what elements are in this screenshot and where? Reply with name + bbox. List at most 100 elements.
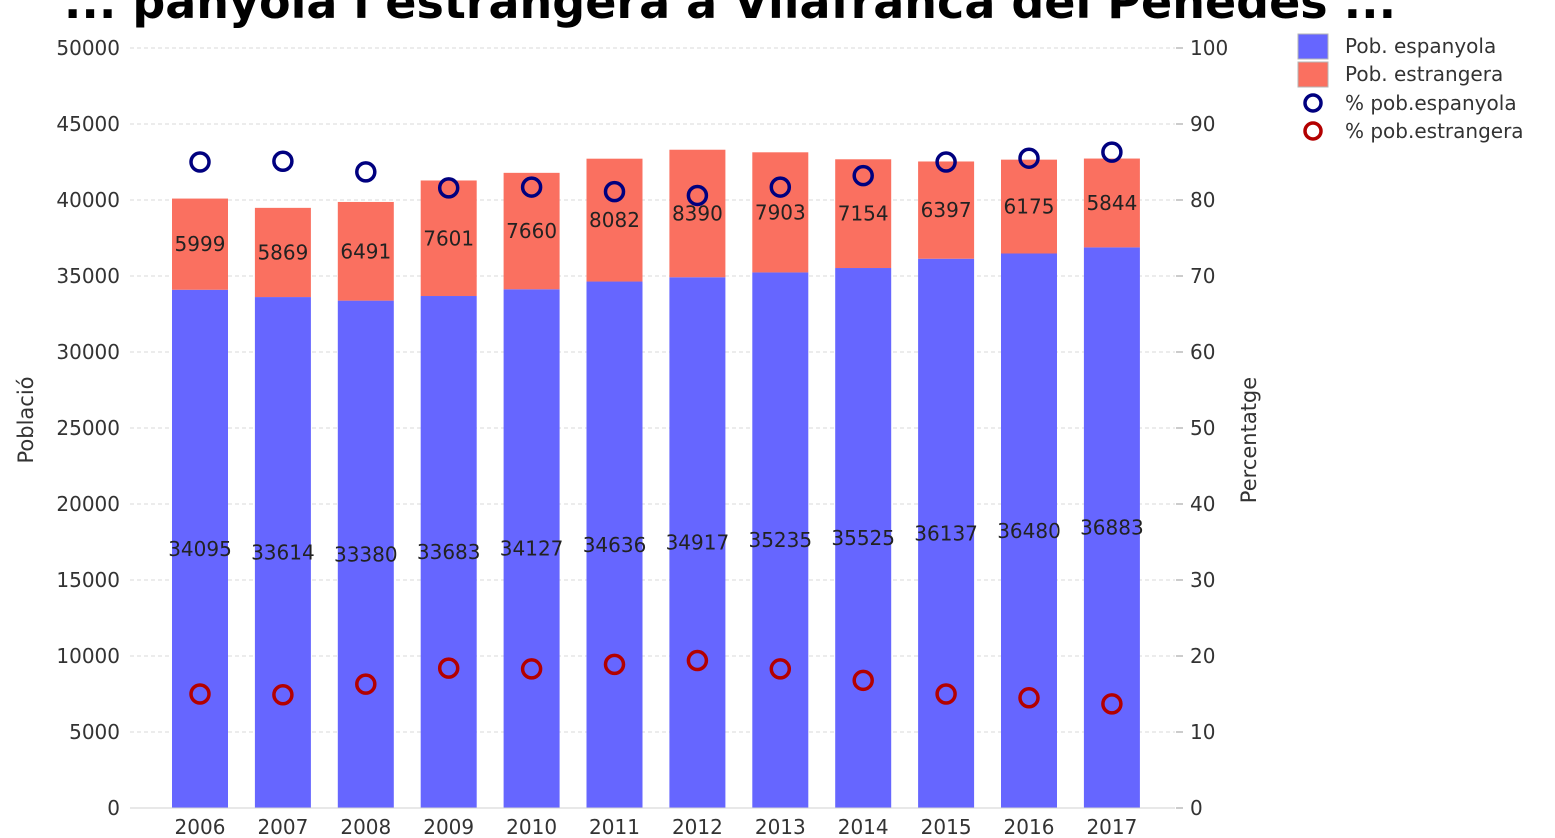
bar-pob-estrangera: [835, 159, 892, 269]
data-label-pob-espanyola: 33380: [334, 542, 398, 566]
point-pct-espanyola: [769, 176, 792, 198]
y-tick-label: 35000: [56, 264, 120, 288]
y-tick-label: 45000: [56, 112, 120, 136]
data-label-pob-estrangera: 5844: [1086, 191, 1137, 215]
point-pct-espanyola: [686, 184, 709, 207]
point-pct-estrangera: [1018, 687, 1040, 709]
data-label-pob-estrangera: 8082: [589, 208, 640, 232]
legend-marker: [1303, 93, 1323, 113]
data-label-pob-espanyola: 35525: [831, 526, 895, 550]
y-axis-right-title: Percentatge: [1237, 377, 1261, 503]
point-pct-estrangera: [769, 658, 792, 680]
point-pct-estrangera: [437, 657, 460, 679]
point-pct-espanyola: [272, 150, 294, 172]
y-right-tick-label: 80: [1190, 188, 1215, 212]
data-label-pob-espanyola: 34917: [666, 531, 730, 555]
legend-swatch: [1297, 61, 1329, 88]
bar-pob-espanyola: [172, 289, 228, 809]
point-pct-espanyola: [603, 180, 626, 203]
point-pct-espanyola: [189, 151, 211, 173]
data-labels: 34095 5999 33614 5869 33380 6491 33683 7601 3412…: [168, 191, 1144, 566]
y-right-tick-label: 100: [1190, 36, 1228, 60]
point-pct-estrangera: [852, 669, 874, 692]
data-label-pob-espanyola: 34095: [168, 537, 232, 561]
axes: Població Percentatge 0 5000 10000 15000 2000…: [14, 36, 1261, 838]
y-tick-label: 25000: [56, 416, 120, 440]
point-pct-espanyola: [935, 151, 957, 173]
y-right-tick-label: 0: [1190, 796, 1203, 820]
x-tick-label: 2012: [672, 815, 723, 838]
x-tick-label: 2006: [175, 815, 226, 838]
point-pct-espanyola: [852, 164, 874, 187]
x-tick-label: 2010: [506, 815, 557, 838]
bar-pob-espanyola: [337, 300, 394, 808]
bar-pob-espanyola: [586, 281, 643, 808]
point-pct-estrangera: [355, 673, 377, 695]
bar-pob-estrangera: [1083, 158, 1140, 248]
point-pct-espanyola: [520, 176, 543, 198]
bar-pob-estrangera: [586, 158, 643, 282]
point-pct-estrangera: [603, 653, 626, 676]
x-tick-label: 2011: [589, 815, 640, 838]
legend-marker: [1303, 121, 1323, 141]
bar-pob-estrangera: [669, 149, 726, 278]
legend-label: % pob.estrangera: [1345, 119, 1524, 143]
bar-pob-estrangera: [752, 152, 809, 273]
bar-pob-espanyola: [752, 272, 809, 809]
data-label-pob-estrangera: 7154: [838, 202, 889, 226]
point-pct-estrangera: [935, 683, 957, 705]
data-label-pob-estrangera: 5869: [257, 240, 308, 264]
y-tick-label: 40000: [56, 188, 120, 212]
y-right-tick-label: 40: [1190, 492, 1215, 516]
data-label-pob-espanyola: 36480: [997, 519, 1061, 543]
bar-pob-estrangera: [918, 161, 975, 259]
data-label-pob-estrangera: 5999: [175, 232, 226, 256]
data-label-pob-estrangera: 6491: [340, 239, 391, 263]
data-label-pob-estrangera: 7903: [755, 200, 806, 224]
x-tick-label: 2008: [340, 815, 391, 838]
legend-label: Pob. espanyola: [1345, 34, 1496, 58]
point-pct-estrangera: [686, 649, 709, 672]
point-pct-estrangera: [272, 684, 294, 706]
data-label-pob-espanyola: 35235: [748, 528, 812, 552]
point-pct-espanyola: [1101, 141, 1123, 163]
chart-title: ... panyola i estrangera a Vilafranca de…: [64, 0, 1396, 29]
y-right-tick-label: 70: [1190, 264, 1215, 288]
point-pct-estrangera: [189, 683, 211, 705]
data-label-pob-espanyola: 34636: [583, 533, 647, 557]
bar-pob-estrangera: [337, 201, 394, 301]
bar-pob-estrangera: [503, 172, 560, 290]
bars: [172, 149, 1140, 809]
data-label-pob-espanyola: 36137: [914, 521, 978, 545]
data-label-pob-espanyola: 36883: [1080, 516, 1144, 540]
y-tick-label: 15000: [56, 568, 120, 592]
y-right-tick-label: 10: [1190, 720, 1215, 744]
data-label-pob-espanyola: 34127: [500, 537, 564, 561]
data-label-pob-estrangera: 7660: [506, 219, 557, 243]
bar-pob-espanyola: [918, 258, 975, 808]
bar-pob-espanyola: [1001, 253, 1057, 808]
legend-label: % pob.espanyola: [1345, 91, 1517, 115]
point-pct-estrangera: [1101, 693, 1123, 715]
y-axis-title: Població: [14, 376, 38, 463]
bar-pob-espanyola: [835, 268, 892, 808]
legend-label: Pob. estrangera: [1345, 62, 1503, 86]
legend-swatch: [1297, 33, 1329, 60]
y-tick-label: 5000: [69, 720, 120, 744]
y-tick-label: 20000: [56, 492, 120, 516]
y-right-tick-label: 90: [1190, 112, 1215, 136]
y-right-tick-label: 30: [1190, 568, 1215, 592]
y-tick-label: 50000: [56, 36, 120, 60]
bar-pob-espanyola: [420, 296, 477, 808]
bar-pob-estrangera: [172, 198, 228, 290]
bar-pob-espanyola: [503, 289, 560, 808]
x-tick-label: 2007: [257, 815, 308, 838]
point-pct-espanyola: [1018, 147, 1040, 169]
data-label-pob-estrangera: 6175: [1004, 195, 1055, 219]
x-tick-label: 2017: [1086, 815, 1137, 838]
chart-title-group: ... panyola i estrangera a Vilafranca de…: [64, 0, 1396, 29]
x-tick-label: 2016: [1004, 815, 1055, 838]
points: [189, 141, 1123, 715]
data-label-pob-estrangera: 6397: [921, 198, 972, 222]
